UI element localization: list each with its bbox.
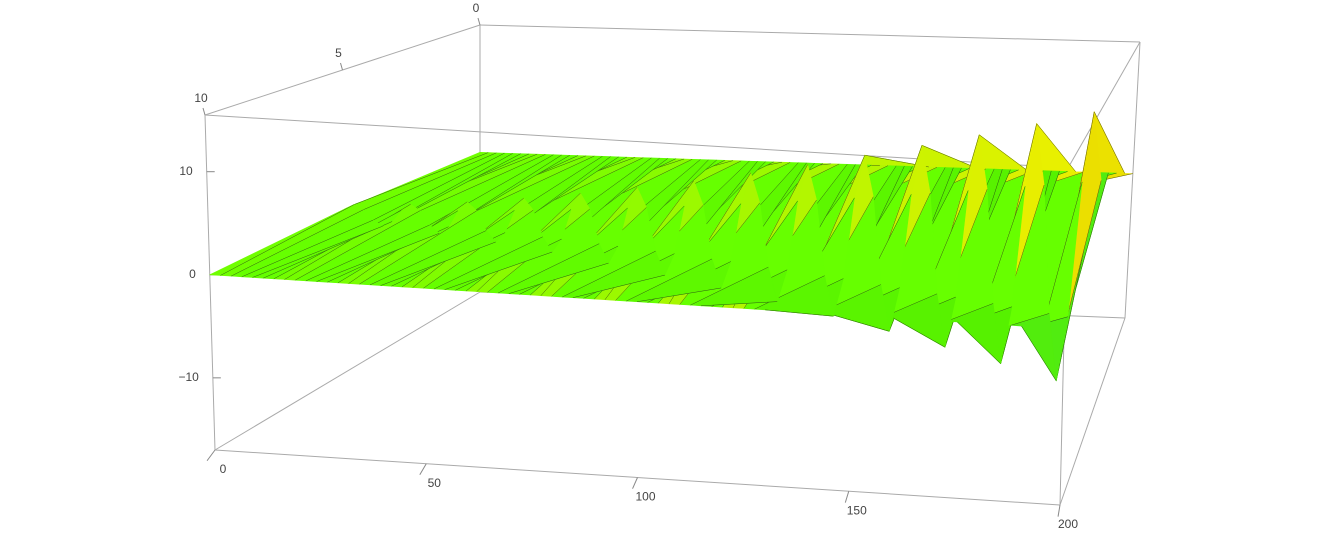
mesh-line xyxy=(957,321,1001,364)
x-tick xyxy=(206,449,216,462)
y-tick-label: 0 xyxy=(473,1,480,15)
mesh-line xyxy=(316,233,440,282)
mesh-line xyxy=(1010,313,1050,326)
mesh-line xyxy=(893,317,946,348)
mesh-line xyxy=(1036,123,1076,172)
mesh-line xyxy=(476,155,595,211)
y-tick-label: 5 xyxy=(335,46,342,60)
mesh-line xyxy=(231,209,364,277)
box-edge xyxy=(1124,41,1141,319)
y-tick xyxy=(202,107,206,116)
mesh-line xyxy=(765,309,834,317)
mesh-line xyxy=(921,145,978,169)
mesh-line xyxy=(420,154,546,211)
mesh-line xyxy=(359,210,477,285)
mesh-line xyxy=(701,301,778,307)
y-tick xyxy=(477,17,481,26)
mesh-line xyxy=(373,152,505,221)
mesh-line xyxy=(252,225,383,278)
x-tick xyxy=(632,477,638,489)
z-tick-label: 10 xyxy=(179,164,193,178)
mesh-line xyxy=(220,204,355,276)
mesh-line xyxy=(636,287,722,302)
z-tick-label: 0 xyxy=(189,267,196,281)
mesh-line xyxy=(241,219,374,278)
mesh-line xyxy=(354,152,489,205)
mesh-line xyxy=(562,250,656,298)
x-tick-label: 100 xyxy=(635,490,655,504)
mesh-line xyxy=(380,241,496,286)
mesh-line xyxy=(626,258,713,302)
box-edge xyxy=(479,24,1141,43)
x-tick xyxy=(1057,504,1061,517)
mesh-line xyxy=(295,210,421,281)
x-tick xyxy=(844,491,850,503)
mesh-line xyxy=(363,152,497,210)
mesh-line xyxy=(946,303,994,322)
mesh-line xyxy=(1093,111,1125,174)
mesh-line xyxy=(754,275,825,310)
x-tick-label: 200 xyxy=(1058,517,1078,531)
mesh-line xyxy=(369,230,487,286)
y-tick xyxy=(340,62,343,71)
box-edge xyxy=(1059,317,1126,506)
mesh-line xyxy=(1042,181,1083,328)
mesh-line xyxy=(979,134,1027,171)
x-tick-label: 50 xyxy=(428,476,442,490)
mesh-line xyxy=(690,266,769,306)
surface-patch xyxy=(1010,313,1057,382)
mesh-line xyxy=(1021,325,1057,381)
mesh-line xyxy=(829,313,890,332)
mesh-line xyxy=(305,224,430,282)
box-edge xyxy=(214,291,481,451)
mesh-line xyxy=(423,209,534,289)
box-edge xyxy=(1067,41,1141,169)
mesh-line xyxy=(433,236,543,290)
mesh-line xyxy=(572,274,665,298)
mesh-line xyxy=(444,251,553,290)
y-tick-label: 10 xyxy=(194,91,208,105)
x-tick-label: 150 xyxy=(847,503,867,517)
mesh-line xyxy=(498,243,600,294)
x-tick xyxy=(419,463,427,475)
mesh-line xyxy=(508,262,609,294)
box-edge xyxy=(204,114,216,451)
z-tick-label: −10 xyxy=(178,370,199,384)
x-tick-label: 0 xyxy=(220,462,227,476)
mesh-line xyxy=(1063,180,1102,329)
